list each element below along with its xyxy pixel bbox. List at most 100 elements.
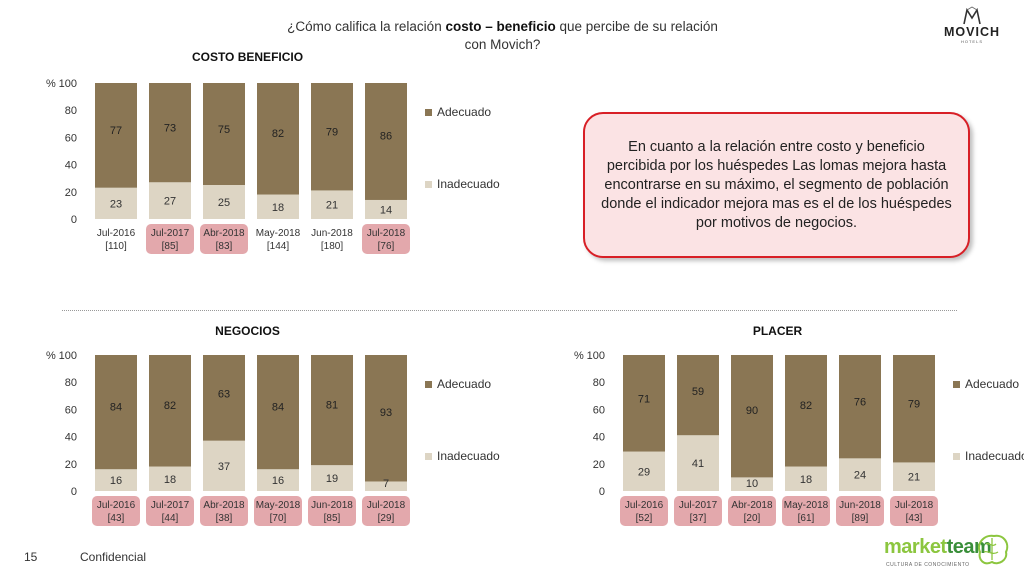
bar-adecuado — [677, 355, 719, 436]
page-number: 15 — [24, 550, 38, 564]
x-tick-base: [37] — [690, 513, 707, 524]
x-tick-label: Abr-2018 — [203, 228, 245, 239]
brain-icon — [978, 534, 1009, 565]
y-tick-label: 40 — [593, 432, 605, 444]
y-tick-label: 40 — [65, 160, 77, 172]
x-tick-label: Jul-2017 — [679, 500, 718, 511]
insight-callout: En cuanto a la relación entre costo y be… — [583, 112, 970, 258]
y-tick-label: 60 — [593, 404, 605, 416]
logo-brand-text: MOVICH — [944, 25, 1000, 39]
bar-adecuado — [95, 83, 137, 188]
bar-inadecuado — [677, 435, 719, 491]
data-label-adecuado: 90 — [746, 405, 758, 417]
category-highlight — [620, 496, 668, 526]
y-axis-label: % — [574, 350, 584, 362]
x-tick-label: Jun-2018 — [839, 500, 881, 511]
bar-adecuado — [785, 355, 827, 467]
data-label-adecuado: 75 — [218, 124, 230, 136]
question-text-line2: con Movich? — [464, 37, 541, 52]
x-tick-label: Jun-2018 — [311, 228, 353, 239]
bar-inadecuado — [95, 187, 137, 219]
bar-adecuado — [257, 355, 299, 470]
y-tick-label: 20 — [65, 459, 77, 471]
movich-m-icon — [963, 6, 981, 25]
x-tick-label: Jul-2017 — [151, 228, 190, 239]
category-highlight — [362, 496, 410, 526]
section-divider — [62, 310, 957, 311]
x-tick-base: [144] — [267, 241, 289, 252]
data-label-adecuado: 79 — [326, 126, 338, 138]
y-tick-label: 0 — [71, 214, 77, 226]
x-tick-base: [85] — [162, 241, 179, 252]
bar-inadecuado — [731, 477, 773, 491]
data-label-adecuado: 93 — [380, 407, 392, 419]
legend-swatch-inadecuado — [425, 181, 432, 188]
bar-adecuado — [623, 355, 665, 452]
legend-label-inadecuado: Inadecuado — [965, 449, 1024, 463]
bar-adecuado — [149, 355, 191, 467]
data-label-adecuado: 76 — [854, 397, 866, 409]
bar-adecuado — [95, 355, 137, 470]
category-highlight — [200, 224, 248, 254]
y-tick-label: 100 — [59, 78, 77, 90]
question-text-start: ¿Cómo califica la relación — [287, 19, 446, 34]
bar-inadecuado — [257, 469, 299, 491]
data-label-adecuado: 79 — [908, 398, 920, 410]
confidential-label: Confidencial — [80, 550, 147, 564]
y-tick-label: 80 — [593, 377, 605, 389]
x-tick-label: Jul-2016 — [625, 500, 664, 511]
bar-inadecuado — [203, 440, 245, 491]
data-label-inadecuado: 18 — [800, 474, 812, 486]
bar-inadecuado — [623, 451, 665, 491]
x-tick-base: [43] — [906, 513, 923, 524]
x-tick-base: [29] — [378, 513, 395, 524]
legend-swatch-adecuado — [425, 109, 432, 116]
x-tick-label: Jun-2018 — [311, 500, 353, 511]
category-highlight — [728, 496, 776, 526]
x-tick-base: [85] — [324, 513, 341, 524]
x-tick-label: May-2018 — [784, 500, 829, 511]
x-tick-label: Jul-2016 — [97, 500, 136, 511]
x-tick-label: Abr-2018 — [203, 500, 245, 511]
x-tick-base: [83] — [216, 241, 233, 252]
bar-adecuado — [893, 355, 935, 463]
y-tick-label: 100 — [59, 350, 77, 362]
category-highlight — [362, 224, 410, 254]
chart-title-negocios: NEGOCIOS — [215, 324, 280, 338]
marketteam-tagline: CULTURA DE CONOCIMIENTO — [886, 562, 970, 568]
data-label-inadecuado: 16 — [110, 475, 122, 487]
y-axis-label: % — [46, 78, 56, 90]
x-tick-base: [89] — [852, 513, 869, 524]
legend-swatch-inadecuado — [425, 453, 432, 460]
data-label-adecuado: 82 — [164, 400, 176, 412]
data-label-inadecuado: 18 — [164, 474, 176, 486]
chart-title-placer: PLACER — [752, 324, 803, 338]
y-tick-label: 20 — [593, 459, 605, 471]
bar-inadecuado — [311, 465, 353, 491]
legend-swatch-inadecuado — [953, 453, 960, 460]
data-label-adecuado: 77 — [110, 125, 122, 137]
y-tick-label: 60 — [65, 404, 77, 416]
bar-inadecuado — [839, 458, 881, 491]
movich-logo: MOVICH HOTELS — [936, 6, 1008, 46]
data-label-adecuado: 84 — [272, 401, 284, 413]
data-label-adecuado: 63 — [218, 389, 230, 401]
data-label-inadecuado: 27 — [164, 196, 176, 208]
x-tick-base: [76] — [378, 241, 395, 252]
x-tick-label: Jul-2016 — [97, 228, 136, 239]
data-label-adecuado: 59 — [692, 386, 704, 398]
category-highlight — [674, 496, 722, 526]
legend-label-inadecuado: Inadecuado — [437, 177, 500, 191]
data-label-inadecuado: 29 — [638, 466, 650, 478]
x-tick-base: [20] — [744, 513, 761, 524]
data-label-adecuado: 73 — [164, 123, 176, 135]
legend-label-adecuado: Adecuado — [437, 377, 491, 391]
bar-inadecuado — [95, 469, 137, 491]
bar-inadecuado — [365, 199, 407, 219]
bar-inadecuado — [785, 466, 827, 491]
category-highlight — [890, 496, 938, 526]
category-highlight — [92, 496, 140, 526]
bar-adecuado — [257, 83, 299, 195]
